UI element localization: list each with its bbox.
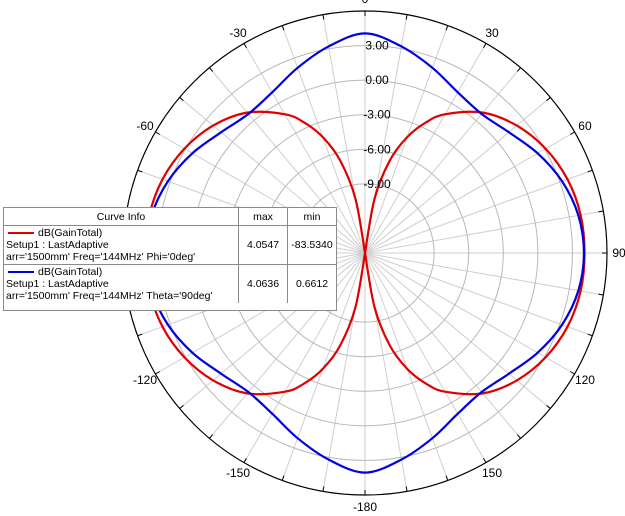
legend-entry-label: dB(GainTotal) Setup1 : LastAdaptive arr=… xyxy=(4,225,239,265)
angle-tick-label: 60 xyxy=(578,119,592,133)
legend-min-value: -83.5340 xyxy=(287,225,336,265)
outer-tick xyxy=(569,131,575,135)
legend-series-params: arr='1500mm' Freq='144MHz' Theta='90deg' xyxy=(6,290,213,302)
radial-tick-label: -3.00 xyxy=(363,108,391,122)
angle-tick-label: -30 xyxy=(229,26,247,40)
angle-tick-label: 90 xyxy=(612,246,625,260)
legend-entry-theta90[interactable]: dB(GainTotal) Setup1 : LastAdaptive arr=… xyxy=(4,264,336,303)
radial-tick-label: -9.00 xyxy=(363,177,391,191)
outer-tick xyxy=(445,25,449,31)
grid-spoke xyxy=(364,252,551,409)
outer-tick xyxy=(137,333,143,337)
outer-tick xyxy=(483,43,487,49)
legend-entry-label: dB(GainTotal) Setup1 : LastAdaptive arr=… xyxy=(4,264,239,303)
outer-tick xyxy=(137,169,143,173)
grid-spoke xyxy=(364,43,487,254)
outer-tick xyxy=(569,371,575,375)
legend-max-value: 4.0636 xyxy=(238,264,288,303)
outer-tick xyxy=(516,67,521,72)
outer-tick xyxy=(209,434,214,439)
series-phi0-trace xyxy=(144,110,586,396)
outer-tick xyxy=(483,457,487,463)
outer-tick xyxy=(546,97,551,102)
angle-tick-label: -150 xyxy=(226,466,250,480)
red-swatch-icon xyxy=(8,232,34,235)
radial-tick-label: -6.00 xyxy=(363,142,391,156)
data-traces xyxy=(144,32,586,474)
legend-series-name: dB(GainTotal) xyxy=(38,266,103,278)
angle-tick-label: 0 xyxy=(362,0,369,6)
grid-spoke xyxy=(364,252,521,439)
grid-spoke xyxy=(209,67,366,254)
blue-swatch-icon xyxy=(8,271,34,274)
radial-tick-labels: 3.00 0.00 -3.00 -6.00 -9.00 xyxy=(363,39,391,191)
grid-spoke xyxy=(364,67,521,254)
outer-tick xyxy=(587,333,593,337)
legend-entry-phi0[interactable]: dB(GainTotal) Setup1 : LastAdaptive arr=… xyxy=(4,225,336,265)
grid-spoke xyxy=(243,252,366,463)
legend-series-setup: Setup1 : LastAdaptive xyxy=(6,278,109,290)
legend-min-value: 0.6612 xyxy=(295,278,329,290)
grid-spoke xyxy=(209,252,366,439)
outer-tick xyxy=(598,210,604,213)
radial-tick-label: 3.00 xyxy=(365,39,389,53)
outer-tick xyxy=(243,457,247,463)
outer-tick xyxy=(516,434,521,439)
outer-tick xyxy=(405,486,408,492)
angle-tick-label: 150 xyxy=(482,466,502,480)
grid-spoke xyxy=(364,169,593,254)
outer-tick xyxy=(281,475,285,481)
outer-tick xyxy=(243,43,247,49)
legend-series-setup: Setup1 : LastAdaptive xyxy=(6,239,109,251)
outer-tick xyxy=(209,67,214,72)
legend-header-row: Curve Info max min xyxy=(4,208,336,226)
outer-tick xyxy=(445,475,449,481)
outer-tick xyxy=(405,14,408,20)
outer-tick xyxy=(179,97,184,102)
outer-tick xyxy=(155,131,161,135)
angle-tick-label: 30 xyxy=(485,26,499,40)
radial-tick-label: 0.00 xyxy=(365,73,389,87)
angle-tick-label: -120 xyxy=(133,373,157,387)
legend-series-params: arr='1500mm' Freq='144MHz' Phi='0deg' xyxy=(6,251,196,263)
angle-tick-label: 120 xyxy=(575,373,595,387)
legend-col-max: max xyxy=(238,208,288,226)
legend-series-name: dB(GainTotal) xyxy=(38,227,103,239)
curve-info-legend[interactable]: Curve Info max min dB(GainTotal) Setup1 … xyxy=(3,207,337,311)
outer-tick xyxy=(179,404,184,409)
grid-spoke xyxy=(364,252,604,296)
outer-tick xyxy=(281,25,285,31)
grid-spoke xyxy=(364,252,575,375)
outer-tick xyxy=(598,293,604,296)
grid-spoke xyxy=(364,210,604,254)
outer-tick xyxy=(155,371,161,375)
legend-title: Curve Info xyxy=(4,208,239,226)
angle-tick-label: -180 xyxy=(353,500,377,514)
grid-spoke xyxy=(364,97,551,254)
grid-spoke xyxy=(364,131,575,254)
outer-tick xyxy=(546,404,551,409)
grid-spoke xyxy=(364,252,487,463)
legend-max-value: 4.0547 xyxy=(238,225,288,265)
series-theta90-trace xyxy=(144,32,586,474)
grid-spoke xyxy=(364,252,593,337)
angle-tick-label: -60 xyxy=(136,119,154,133)
grid-spoke xyxy=(243,43,366,254)
legend-col-min: min xyxy=(287,208,336,226)
outer-tick xyxy=(322,486,325,492)
outer-tick xyxy=(587,169,593,173)
outer-tick xyxy=(322,14,325,20)
